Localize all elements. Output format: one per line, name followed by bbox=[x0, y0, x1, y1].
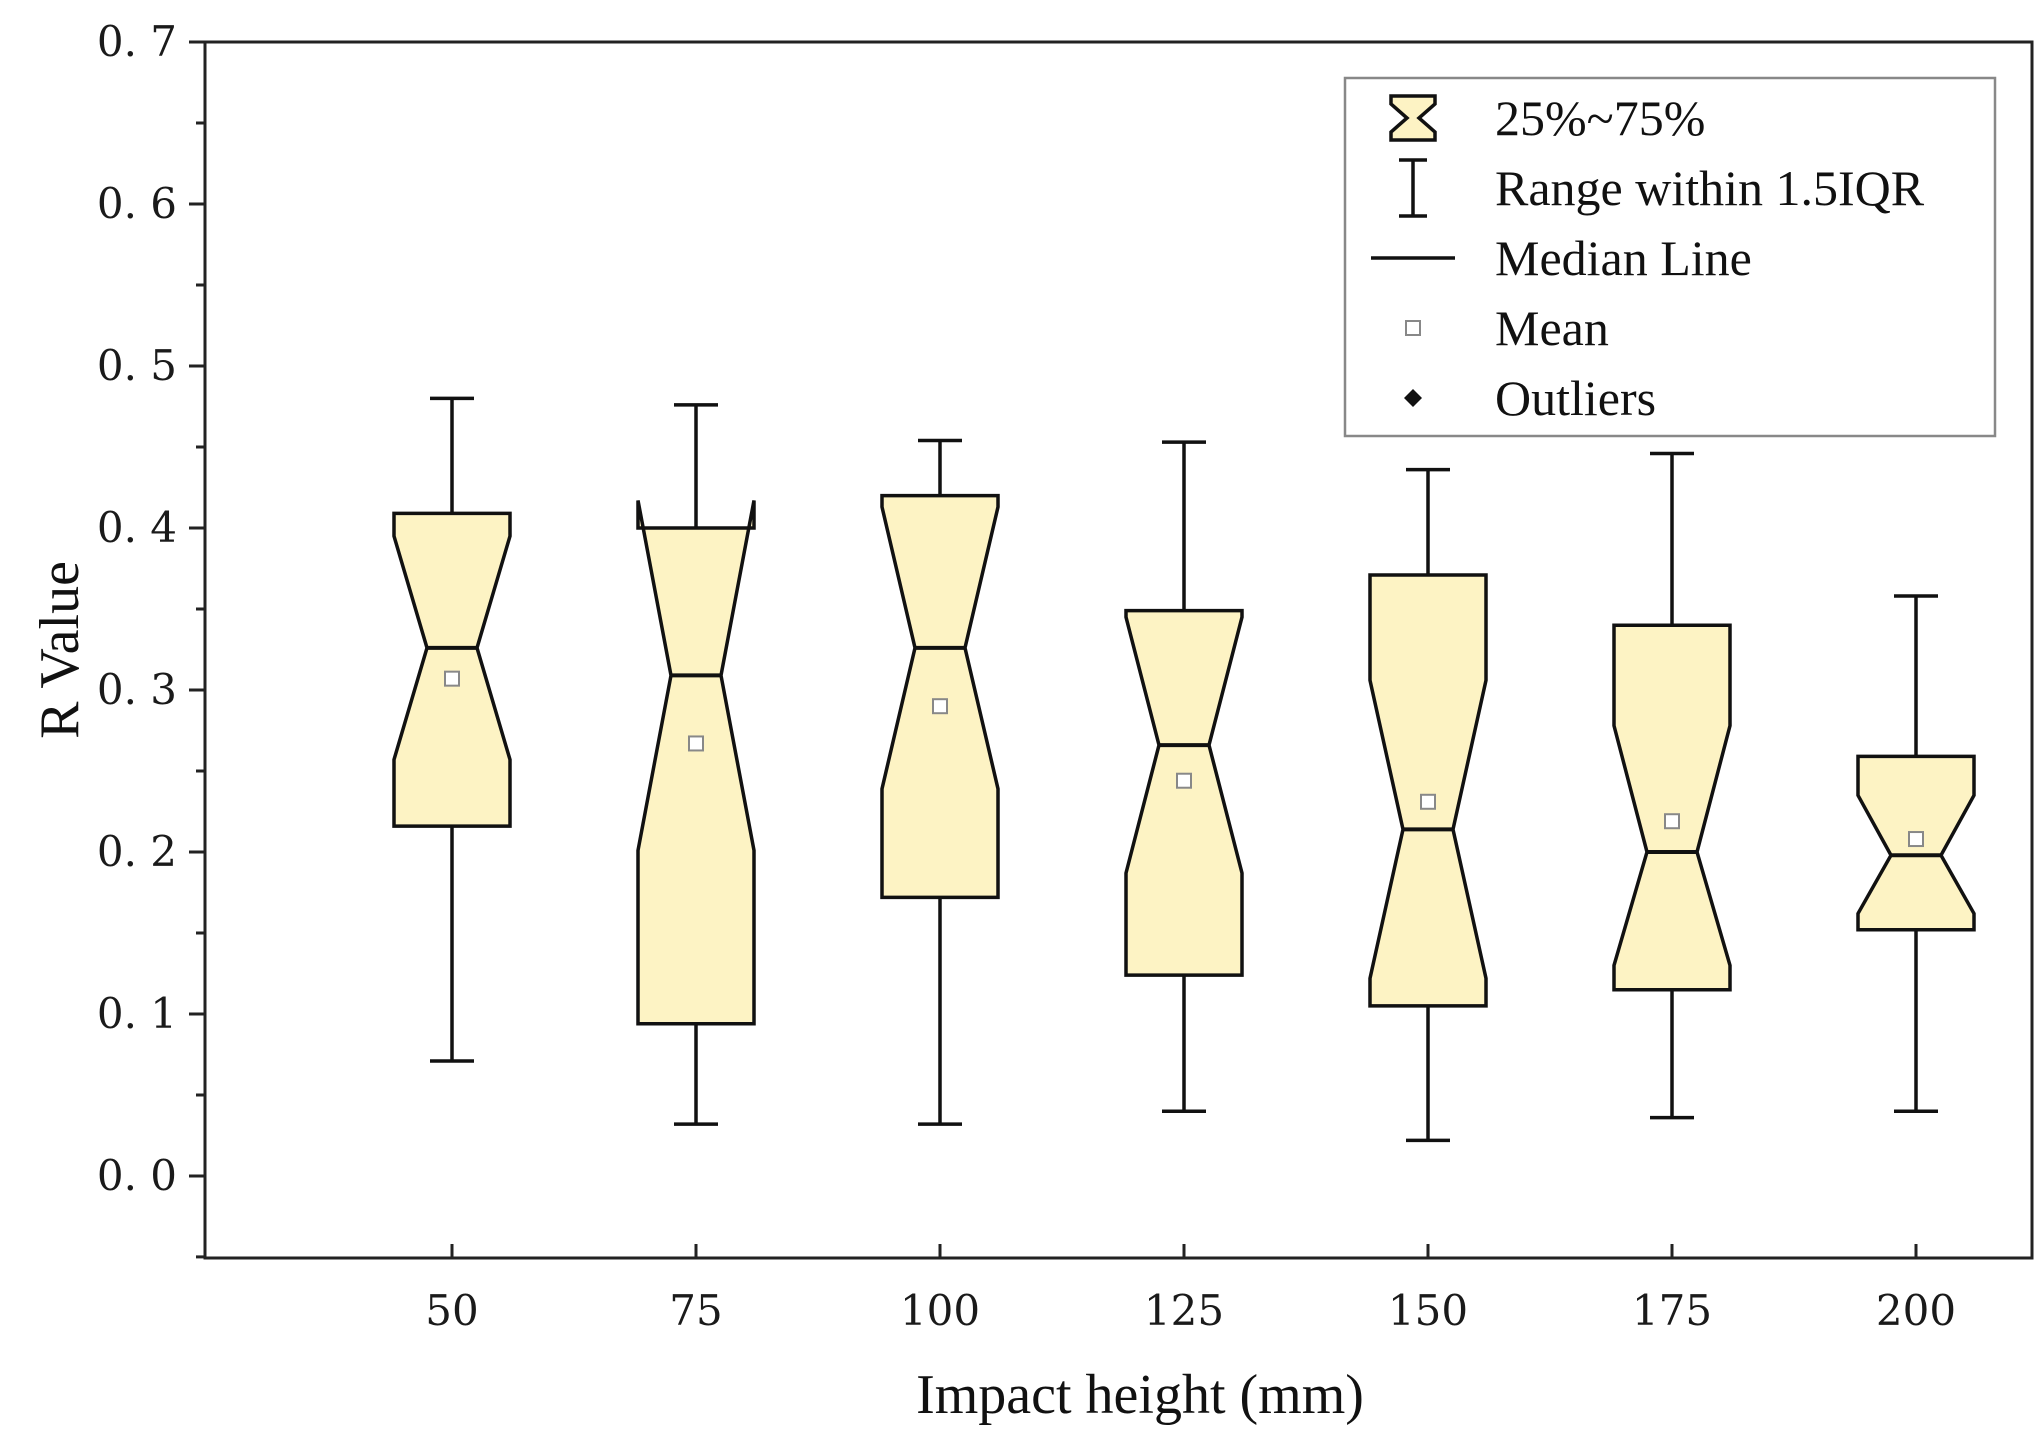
ticks-layer: 0. 0 0. 1 0. 2 0. 3 0. 4 0. 5 0. 6 0. 7 50 75 100 1… bbox=[97, 17, 1956, 1335]
legend-entry-box: 25%~75% bbox=[1389, 90, 1705, 146]
mean-marker bbox=[688, 735, 704, 752]
legend-mean-icon bbox=[1405, 320, 1421, 336]
mean-marker bbox=[444, 670, 460, 687]
box-group-50 bbox=[392, 396, 512, 1063]
box-group-75 bbox=[636, 403, 756, 1126]
mean-marker bbox=[1908, 831, 1924, 848]
notched-box bbox=[1124, 608, 1244, 977]
y-tick-label: 0. 0 bbox=[97, 1151, 177, 1200]
legend-entry-whisker: Range within 1.5IQR bbox=[1399, 158, 1925, 218]
legend-label: 25%~75% bbox=[1495, 90, 1705, 146]
y-tick-label: 0. 4 bbox=[97, 503, 177, 552]
x-tick-label: 75 bbox=[669, 1286, 722, 1335]
mean-marker bbox=[1664, 813, 1680, 830]
y-tick-label: 0. 3 bbox=[97, 665, 177, 714]
legend: 25%~75% Range within 1.5IQR Median Line Mea… bbox=[1343, 76, 1997, 438]
y-tick-label: 0. 2 bbox=[97, 827, 177, 876]
box-group-100 bbox=[880, 438, 1000, 1126]
mean-marker bbox=[932, 698, 948, 715]
notched-box bbox=[1612, 623, 1732, 992]
legend-entry-outlier: Outliers bbox=[1404, 370, 1656, 426]
x-tick-label: 50 bbox=[425, 1286, 478, 1335]
mean-marker bbox=[1420, 793, 1436, 810]
box-group-125 bbox=[1124, 440, 1244, 1113]
y-tick-label: 0. 1 bbox=[97, 989, 177, 1038]
legend-label: Outliers bbox=[1495, 370, 1656, 426]
x-axis-title: Impact height (mm) bbox=[916, 1364, 1364, 1426]
legend-entry-line: Median Line bbox=[1371, 230, 1752, 286]
box-group-175 bbox=[1612, 451, 1732, 1120]
box-group-150 bbox=[1368, 467, 1488, 1143]
plot-frame bbox=[203, 40, 2034, 1260]
x-tick-label: 150 bbox=[1388, 1286, 1468, 1335]
legend-box-icon bbox=[1389, 94, 1437, 142]
legend-outlier-icon bbox=[1404, 389, 1422, 407]
legend-label: Median Line bbox=[1495, 230, 1752, 286]
notched-box bbox=[636, 500, 756, 1026]
notched-box bbox=[392, 511, 512, 828]
y-axis-title: R Value bbox=[29, 561, 91, 739]
mean-marker bbox=[1176, 772, 1192, 789]
notched-box bbox=[880, 493, 1000, 900]
x-tick-label: 200 bbox=[1876, 1286, 1956, 1335]
boxes-layer bbox=[392, 396, 1976, 1143]
x-tick-label: 175 bbox=[1632, 1286, 1712, 1335]
y-tick-label: 0. 5 bbox=[97, 341, 177, 390]
y-tick-label: 0. 6 bbox=[97, 179, 177, 228]
legend-items: 25%~75% Range within 1.5IQR Median Line Mea… bbox=[1371, 90, 1925, 426]
legend-label: Range within 1.5IQR bbox=[1495, 160, 1925, 216]
x-tick-label: 100 bbox=[900, 1286, 980, 1335]
x-tick-label: 125 bbox=[1144, 1286, 1224, 1335]
legend-label: Mean bbox=[1495, 300, 1609, 356]
legend-entry-mean: Mean bbox=[1405, 300, 1609, 356]
notched-box bbox=[1368, 573, 1488, 1008]
y-tick-label: 0. 7 bbox=[97, 17, 177, 66]
box-group-200 bbox=[1856, 594, 1976, 1113]
